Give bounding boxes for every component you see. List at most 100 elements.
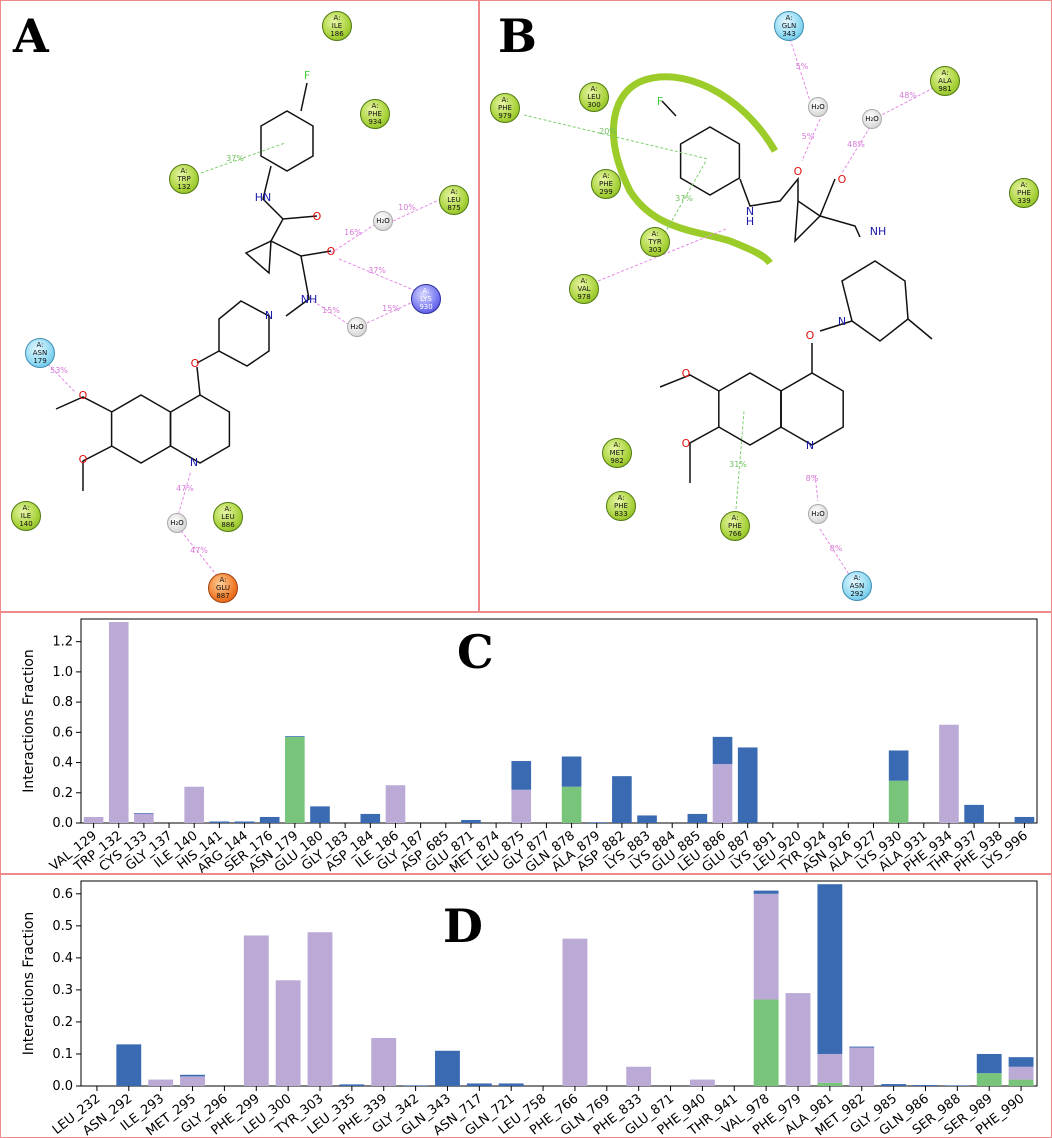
panel-c-label: C <box>457 625 494 679</box>
y-tick-label: 0.5 <box>52 919 73 934</box>
bond <box>244 165 332 317</box>
quinoline-ring-1 <box>110 394 172 464</box>
residue-text: PHE <box>728 522 742 530</box>
atom-label: N <box>838 315 846 328</box>
piperazine-ring <box>218 300 270 367</box>
panel-b-label: B <box>498 9 537 63</box>
bar-glu_887-series-2 <box>737 747 758 823</box>
bar-met_982-series-1 <box>849 1047 875 1086</box>
residue-text: 303 <box>648 246 662 254</box>
bar-val_129-series-1 <box>83 816 104 823</box>
residue-text: 339 <box>1017 197 1031 205</box>
bar-ser_988-series-2 <box>944 1085 970 1086</box>
y-tick-label: 0.1 <box>52 1047 73 1062</box>
bar-asn_179-series-0 <box>285 736 305 823</box>
bar-leu_300-series-1 <box>275 980 301 1086</box>
residue-text: A: <box>580 277 588 285</box>
bar-phe_979-series-1 <box>785 993 811 1086</box>
residue-text: A: <box>853 574 861 582</box>
residue-text: A: <box>590 85 598 93</box>
interaction-line <box>735 410 745 510</box>
residue-text: A: <box>501 96 509 104</box>
bar-gln_878-series-0 <box>561 786 582 823</box>
y-axis-label: Interactions Fraction <box>21 649 37 793</box>
atom-label: N <box>746 205 754 218</box>
residue-text: PHE <box>599 180 613 188</box>
interaction-percent: 47% <box>176 484 194 493</box>
bar-phe_990-series-1 <box>1008 1066 1034 1080</box>
atom-label: N <box>190 456 198 469</box>
residue-text: 982 <box>610 457 624 465</box>
bar-trp_132-series-1 <box>108 622 129 823</box>
interaction-percent: 37% <box>226 154 244 163</box>
interaction-percent: 48% <box>847 140 865 149</box>
atom-label: N <box>265 309 273 322</box>
bar-gln_986-series-2 <box>913 1085 938 1086</box>
residue-glu-887: A: GLU 887 <box>208 573 238 603</box>
interaction-percent: 16% <box>344 228 362 237</box>
residue-ala-981: A: ALA 981 <box>930 66 960 96</box>
residue-ile-140: A: ILE 140 <box>11 501 41 531</box>
residue-text: A: <box>785 14 793 22</box>
pocket-outline <box>610 73 779 266</box>
plot-frame <box>80 880 1038 1087</box>
atom-label: HN <box>255 191 272 204</box>
interaction-percent: 15% <box>382 304 400 313</box>
residue-text: 186 <box>330 30 344 38</box>
residue-text: 140 <box>19 520 33 528</box>
bar-ala_981-series-1 <box>817 1053 843 1083</box>
interaction-percent: 8% <box>806 474 819 483</box>
residue-gln-343: A: GLN 343 <box>774 11 804 41</box>
residue-phe-339: A: PHE 339 <box>1009 178 1039 208</box>
quinoline-ring-2 <box>780 372 844 446</box>
interaction-percent: 10% <box>398 203 416 212</box>
residue-text: PHE <box>498 104 512 112</box>
bar-leu_875-series-1 <box>511 789 532 823</box>
residue-text: 981 <box>938 85 952 93</box>
residue-val-978: A: VAL 978 <box>569 274 599 304</box>
residue-text: A: <box>36 341 44 349</box>
atom-label: F <box>304 69 310 82</box>
bar-tyr_303-series-1 <box>307 932 333 1086</box>
residue-text: GLN <box>781 22 797 30</box>
atom-label: N <box>806 439 814 452</box>
bar-cys_133-series-1 <box>134 813 154 823</box>
residue-leu-300: A: LEU 300 <box>579 82 609 112</box>
residue-text: A: <box>1020 181 1028 189</box>
interaction-percent: 15% <box>322 306 340 315</box>
water-molecule: H₂O <box>862 109 882 129</box>
bar-phe_940-series-1 <box>689 1079 715 1086</box>
bar-met_295-series-2 <box>180 1074 205 1077</box>
interaction-line <box>176 470 192 520</box>
residue-tyr-303: A: TYR 303 <box>640 227 670 257</box>
residue-text: LEU <box>447 196 461 204</box>
bond <box>659 343 813 483</box>
interaction-line <box>392 198 442 222</box>
bar-val_978-series-1 <box>753 893 779 1000</box>
interaction-line <box>801 118 821 162</box>
bar-ser_176-series-2 <box>259 816 280 823</box>
residue-text: 179 <box>33 357 47 365</box>
interaction-percent: 48% <box>899 91 917 100</box>
interaction-percent: 47% <box>190 546 208 555</box>
interaction-percent: 5% <box>802 132 815 141</box>
residue-text: A: <box>450 188 458 196</box>
quinoline-ring-2 <box>169 394 231 464</box>
bar-val_978-series-2 <box>753 890 779 894</box>
residue-text: A: <box>219 576 227 584</box>
bar-ala_981-series-0 <box>817 1082 843 1086</box>
y-tick-label: 0.3 <box>52 983 73 998</box>
bar-ile_293-series-1 <box>148 1079 174 1086</box>
residue-text: PHE <box>1017 189 1031 197</box>
residue-trp-132: A: TRP 132 <box>169 164 199 194</box>
panel-a-interaction-diagram: A F HN O O NH N O O O N 37% 16% 10% 37% 15% 15% 53% 47% 47… <box>0 0 479 612</box>
residue-text: 343 <box>782 30 796 38</box>
bond <box>819 318 933 340</box>
residue-text: A: <box>333 14 341 22</box>
residue-phe-934: A: PHE 934 <box>360 99 390 129</box>
chart-c-svg: 0.0 0.2 0.4 0.6 0.8 1.0 1.2 Interactions Fracti… <box>21 618 1038 873</box>
atom-label: O <box>682 437 691 450</box>
residue-phe-766: A: PHE 766 <box>720 511 750 541</box>
y-tick-label: 0.6 <box>52 725 73 740</box>
